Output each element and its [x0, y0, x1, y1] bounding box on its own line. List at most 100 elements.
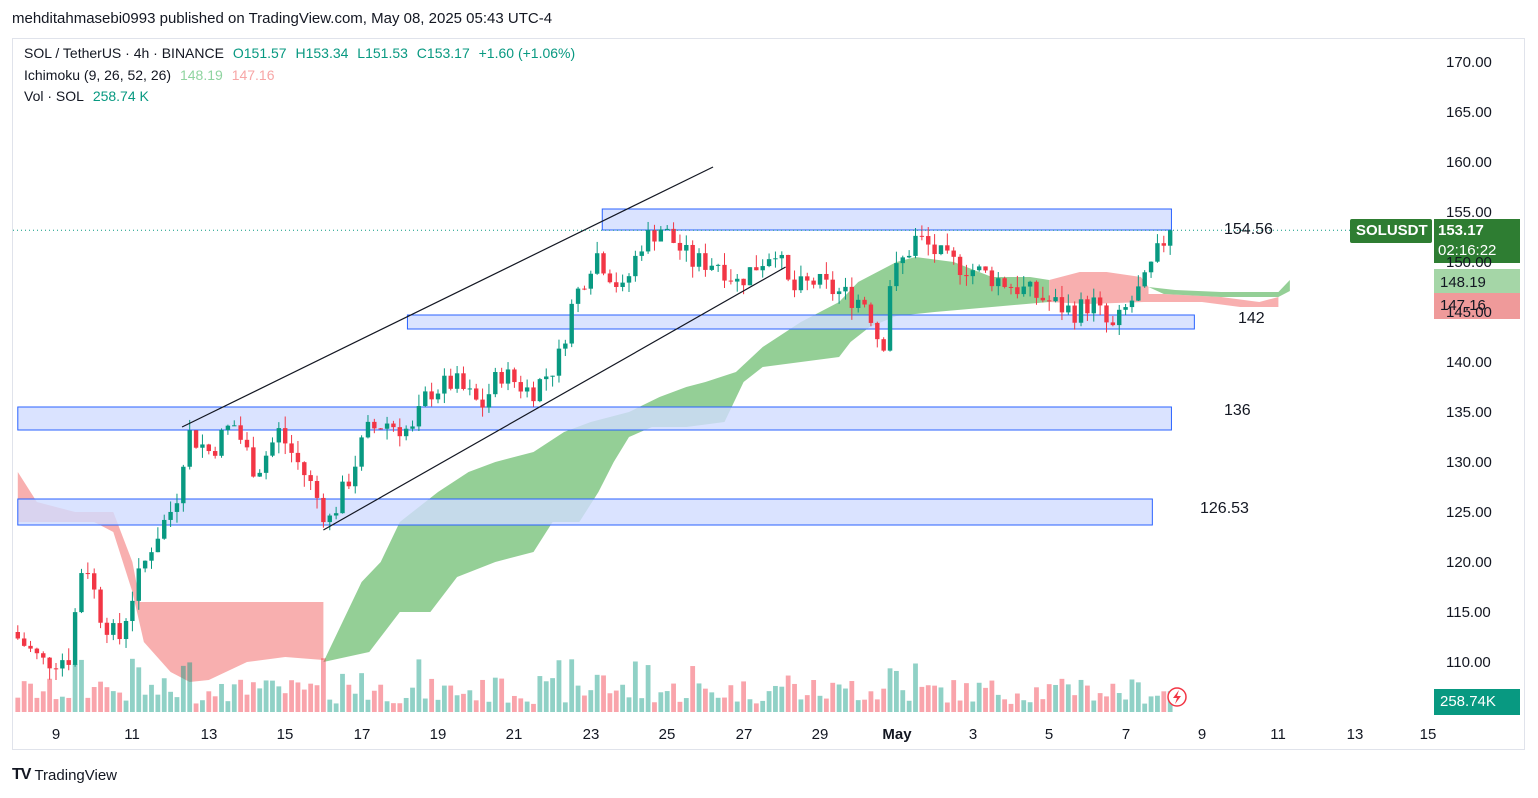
volume-bar: [639, 698, 645, 712]
volume-bar: [98, 681, 103, 712]
candle-body: [926, 236, 931, 245]
candle-body: [569, 303, 574, 344]
y-tick: 150.00: [1446, 254, 1492, 271]
candle-body: [550, 375, 555, 377]
candle-body: [1059, 297, 1065, 313]
candle-body: [1110, 322, 1116, 326]
volume-bar: [715, 697, 721, 712]
volume-bar: [970, 701, 976, 712]
candle-body: [283, 428, 288, 444]
volume-bar: [282, 693, 288, 712]
candle-body: [1091, 297, 1096, 314]
trendline: [323, 266, 786, 531]
volume-bar: [346, 684, 352, 712]
candle-body: [1066, 305, 1071, 313]
candle-body: [1167, 230, 1173, 246]
volume-bar: [161, 678, 167, 712]
legend-ichimoku-a: 148.19: [179, 67, 223, 83]
candle-body: [836, 291, 842, 295]
volume-bar: [938, 687, 944, 712]
candle-body: [575, 288, 581, 304]
y-tick: 120.00: [1446, 554, 1492, 571]
volume-bar: [79, 659, 84, 712]
candle-body: [327, 515, 332, 523]
candle-body: [1034, 281, 1039, 298]
tradingview-wordmark: TradingView: [34, 766, 117, 784]
legend-symbol: SOL / TetherUS · 4h · BINANCE: [24, 45, 224, 61]
candle-body: [423, 391, 428, 407]
candle-body: [996, 278, 1001, 287]
chart-frame[interactable]: [12, 38, 1525, 750]
candle-body: [47, 657, 52, 669]
candle-body: [868, 304, 874, 323]
legend-ichimoku-b: 147.16: [231, 67, 275, 83]
volume-bar: [1123, 699, 1128, 712]
candle-body: [563, 343, 568, 349]
candle-body: [779, 254, 784, 259]
volume-bar: [28, 683, 33, 712]
candle-body: [98, 589, 103, 623]
trendlines[interactable]: [181, 166, 786, 531]
candle-body: [499, 372, 504, 384]
volume-bar: [760, 700, 766, 712]
zone-142: [406, 314, 1195, 330]
x-tick: 11: [1270, 726, 1286, 743]
candle-body: [709, 265, 714, 270]
symbol-badge: [1350, 219, 1432, 243]
candle-body: [875, 322, 880, 340]
legend-ichimoku[interactable]: Ichimoku (9, 26, 52, 26) 148.19 147.16: [24, 67, 280, 83]
candle-body: [454, 373, 460, 389]
volume-badge: [1434, 689, 1520, 715]
candle-body: [913, 235, 918, 256]
y-tick: 125.00: [1446, 504, 1492, 521]
candle-body: [741, 278, 746, 286]
candle-body: [881, 339, 886, 351]
volume-bar: [365, 699, 371, 712]
legend-volume[interactable]: Vol · SOL 258.74 K: [24, 88, 154, 104]
candle-body: [34, 648, 40, 654]
tradingview-logo[interactable]: TV TradingView: [12, 766, 117, 784]
y-tick: 130.00: [1446, 454, 1492, 471]
volume-bar: [887, 668, 893, 712]
volume-bar: [410, 687, 415, 712]
candle-body: [715, 264, 721, 266]
candle-body: [397, 427, 402, 437]
volume-bar: [626, 697, 632, 712]
volume-bar: [180, 665, 186, 712]
volume-bar: [1091, 700, 1097, 712]
candle-body: [467, 388, 473, 390]
x-tick: 9: [51, 726, 61, 743]
volume-bar: [690, 666, 696, 712]
volume-bar: [1129, 679, 1135, 712]
candle-body: [181, 466, 186, 504]
volume-bar: [607, 693, 613, 712]
volume-bar: [747, 699, 753, 712]
volume-bar: [40, 691, 46, 712]
cloud-bullish: [1148, 280, 1290, 297]
candle-body: [187, 430, 192, 467]
legend-ohlc[interactable]: SOL / TetherUS · 4h · BINANCE O151.57 H1…: [24, 45, 580, 61]
volume-bar: [486, 701, 492, 712]
candle-body: [225, 425, 231, 431]
x-tick: 5: [1044, 726, 1054, 743]
candle-body: [607, 273, 613, 283]
volume-bar: [47, 678, 53, 712]
candle-body: [123, 620, 129, 640]
candle-body: [1008, 286, 1014, 288]
candle-body: [849, 286, 855, 308]
candle-body: [130, 600, 135, 621]
y-tick: 115.00: [1446, 604, 1491, 621]
volume-bar: [658, 692, 664, 712]
candle-body: [531, 387, 536, 402]
lightning-icon[interactable]: [1167, 687, 1187, 707]
volume-bar: [900, 690, 906, 712]
volume-bar: [989, 680, 995, 712]
candle-body: [505, 369, 511, 384]
volume-bar: [1110, 683, 1116, 712]
candle-body: [805, 276, 810, 281]
volume-bar: [537, 676, 543, 712]
candle-body: [85, 573, 91, 575]
volume-bar: [117, 692, 123, 712]
volume-bar: [263, 680, 269, 712]
